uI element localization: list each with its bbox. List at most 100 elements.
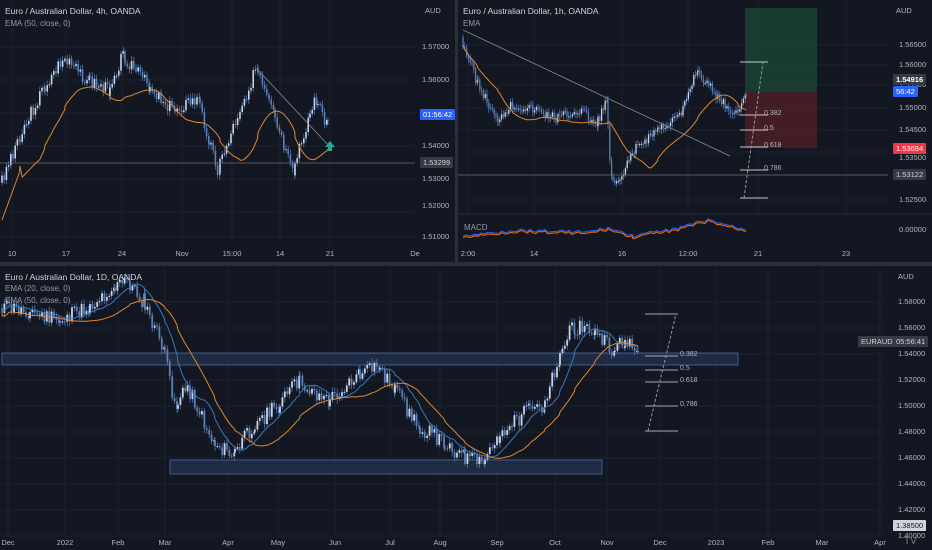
chart-pane-1h[interactable]: Euro / Australian Dollar, 1h, OANDA EMA … (458, 0, 932, 262)
candle-body (59, 321, 61, 323)
candle-body (287, 149, 289, 155)
candle-body (268, 94, 270, 100)
candle-body (499, 119, 501, 123)
candle-body (19, 139, 21, 142)
candle-body (476, 454, 478, 465)
chart-4h-canvas[interactable] (0, 0, 455, 262)
candle-body (713, 91, 715, 93)
candle-body (633, 153, 636, 155)
x-axis-tick-label: May (270, 538, 286, 547)
candle-body (88, 75, 90, 81)
candle-body (438, 434, 441, 445)
candle-body (123, 277, 126, 284)
tradingview-logo-icon[interactable]: TV (904, 536, 917, 547)
candle-body (77, 63, 79, 72)
candle-body (466, 453, 469, 464)
candle-body (1, 175, 3, 183)
candle-body (426, 435, 429, 438)
countdown-tag: 05:56:41 (893, 336, 929, 347)
candle-body (559, 353, 561, 365)
y-axis-tick-label: 1.50000 (898, 401, 926, 410)
candle-body (321, 104, 324, 113)
x-axis-tick-label: Mar (158, 538, 172, 547)
indicator-label[interactable]: EMA (463, 19, 481, 28)
candle-body (624, 168, 627, 175)
x-axis-tick-label: 2022 (56, 538, 74, 547)
candle-body (275, 406, 278, 409)
candle-body (183, 110, 185, 113)
indicator-label-ema50[interactable]: EMA (50, close, 0) (5, 296, 71, 305)
candle-body (214, 440, 216, 447)
candle-body (597, 116, 599, 127)
candle-body (113, 287, 115, 292)
candle-body (685, 99, 688, 101)
x-axis-tick-label: 2:00 (460, 249, 476, 258)
candle-body (508, 426, 511, 430)
pane-divider-vertical[interactable] (455, 0, 458, 262)
x-axis-tick-label: Sep (490, 538, 504, 547)
chart-pane-4h[interactable]: Euro / Australian Dollar, 4h, OANDA EMA … (0, 0, 455, 262)
candle-body (479, 79, 481, 90)
candle-body (544, 400, 546, 408)
candle-body (473, 63, 475, 70)
candle-body (263, 415, 266, 425)
y-axis-tick-label: 1.52500 (899, 195, 927, 204)
candle-body (241, 437, 244, 449)
chart-1d-canvas[interactable] (0, 266, 932, 550)
candle-body (228, 143, 230, 146)
candle-body (525, 405, 528, 407)
candle-body (311, 109, 313, 114)
candle-body (711, 83, 714, 92)
candle-body (536, 404, 539, 407)
indicator-label[interactable]: EMA (50, close, 0) (5, 19, 71, 28)
trendline (257, 69, 331, 148)
candle-body (323, 112, 326, 125)
pane-title: Euro / Australian Dollar, 1h, OANDA (463, 6, 599, 16)
candle-body (30, 106, 32, 121)
macd-label[interactable]: MACD (464, 223, 488, 232)
candle-body (484, 93, 486, 98)
candle-body (480, 456, 483, 462)
candle-body (386, 373, 389, 383)
candle-body (258, 417, 261, 421)
candle-body (694, 74, 697, 76)
candle-body (158, 326, 161, 339)
candle-body (482, 90, 485, 98)
grid-lines (0, 0, 415, 245)
candle-body (739, 109, 741, 112)
candle-body (216, 446, 219, 448)
candle-body (530, 105, 532, 107)
stop-price-tag: 1.53694 (893, 143, 927, 154)
macd-axis-label: 0.00000 (899, 225, 927, 234)
chart-1h-canvas[interactable] (458, 0, 932, 262)
candle-body (509, 101, 512, 111)
candle-body (252, 70, 254, 88)
x-axis-tick-label: Feb (761, 538, 775, 547)
candle-body (187, 98, 189, 100)
candle-body (16, 139, 19, 146)
candle-body (577, 113, 579, 115)
candle-body (13, 303, 15, 313)
y-axis-tick-label: 1.53000 (422, 174, 450, 183)
chart-pane-1d[interactable]: Euro / Australian Dollar, 1D, OANDA EMA … (0, 266, 932, 550)
candle-body (5, 166, 8, 181)
candle-body (542, 111, 545, 114)
candle-body (473, 452, 476, 455)
candle-body (540, 109, 543, 112)
pane-divider-horizontal[interactable] (0, 262, 932, 266)
candle-body (664, 127, 666, 129)
candle-body (243, 430, 246, 438)
candle-body (423, 432, 426, 438)
indicator-label-ema20[interactable]: EMA (20, close, 0) (5, 284, 71, 293)
candle-body (55, 70, 57, 74)
candle-body (326, 120, 328, 125)
candle-body (696, 72, 699, 76)
candle-body (210, 142, 212, 145)
candle-body (637, 144, 639, 146)
candle-body (110, 291, 113, 296)
candle-body (477, 79, 479, 81)
candle-body (533, 110, 536, 113)
candle-body (141, 300, 143, 308)
candle-body (285, 149, 287, 151)
candle-body (136, 285, 139, 297)
